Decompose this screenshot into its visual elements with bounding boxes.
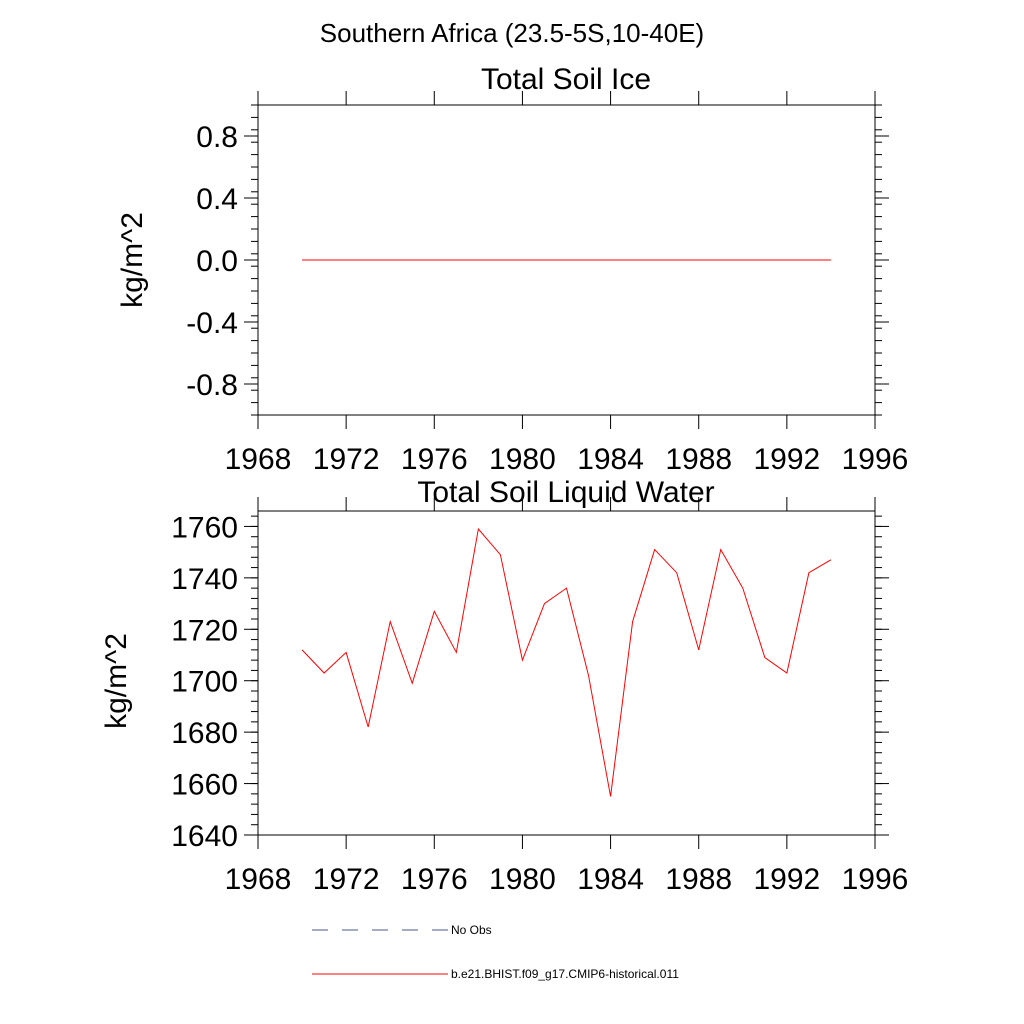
y-tick-label: 1700 (171, 666, 238, 699)
y-tick-label: -0.4 (186, 307, 238, 340)
x-tick-label: 1976 (401, 863, 468, 896)
series-lines (301, 527, 832, 797)
y-tick-label: -0.8 (186, 369, 238, 402)
panel-title: Total Soil Ice (481, 63, 651, 96)
tick-marks (244, 91, 889, 429)
legend: No Obs b.e21.BHIST.f09_g17.CMIP6-histori… (312, 923, 679, 981)
y-tick-label: 1640 (171, 820, 238, 853)
x-tick-label: 1968 (225, 863, 292, 896)
y-axis-label: kg/m^2 (116, 212, 149, 308)
y-tick-labels: 1640 1660 1680 1700 1720 1740 1760 (171, 511, 238, 853)
x-tick-label: 1996 (842, 863, 909, 896)
panel-total-soil-liquid-water: Total Soil Liquid Water kg/m^2 164016601… (100, 476, 908, 896)
x-tick-labels: 1968 1972 1976 1980 1984 1988 1992 1996 (225, 443, 909, 476)
x-tick-labels: 1968 1972 1976 1980 1984 1988 1992 1996 (225, 863, 909, 896)
panel-title: Total Soil Liquid Water (417, 476, 714, 509)
y-tick-label: 0.0 (196, 245, 238, 278)
plot-frame (257, 510, 876, 836)
x-tick-label: 1984 (577, 443, 644, 476)
y-tick-label: 1740 (171, 563, 238, 596)
y-tick-labels: -0.8 -0.4 0.0 0.4 0.8 (186, 121, 238, 402)
legend-label: b.e21.BHIST.f09_g17.CMIP6-historical.011 (451, 967, 679, 981)
y-tick-label: 1720 (171, 614, 238, 647)
x-tick-label: 1968 (225, 443, 292, 476)
x-tick-label: 1972 (313, 863, 380, 896)
figure-suptitle: Southern Africa (23.5-5S,10-40E) (320, 18, 704, 48)
panel-total-soil-ice: Total Soil Ice kg/m^2 -0.8-0.40.00.40.8 … (116, 63, 908, 476)
y-tick-label: 0.4 (196, 183, 238, 216)
x-tick-label: 1996 (842, 443, 909, 476)
x-tick-label: 1980 (489, 443, 556, 476)
x-tick-label: 1972 (313, 443, 380, 476)
x-tick-label: 1992 (753, 863, 820, 896)
legend-entry-no-obs: No Obs (312, 923, 492, 937)
x-tick-label: 1976 (401, 443, 468, 476)
x-tick-label: 1992 (753, 443, 820, 476)
y-tick-label: 1680 (171, 717, 238, 750)
y-tick-label: 1760 (171, 511, 238, 544)
x-tick-label: 1988 (665, 443, 732, 476)
y-tick-label: 0.8 (196, 121, 238, 154)
x-tick-label: 1980 (489, 863, 556, 896)
x-tick-label: 1988 (665, 863, 732, 896)
series-line-0 (301, 527, 832, 797)
y-axis-label: kg/m^2 (100, 633, 133, 729)
x-tick-label: 1984 (577, 863, 644, 896)
y-tick-label: 1660 (171, 769, 238, 802)
legend-label: No Obs (451, 923, 492, 937)
legend-entry-historical-011: b.e21.BHIST.f09_g17.CMIP6-historical.011 (312, 967, 679, 981)
tick-marks (244, 497, 889, 849)
